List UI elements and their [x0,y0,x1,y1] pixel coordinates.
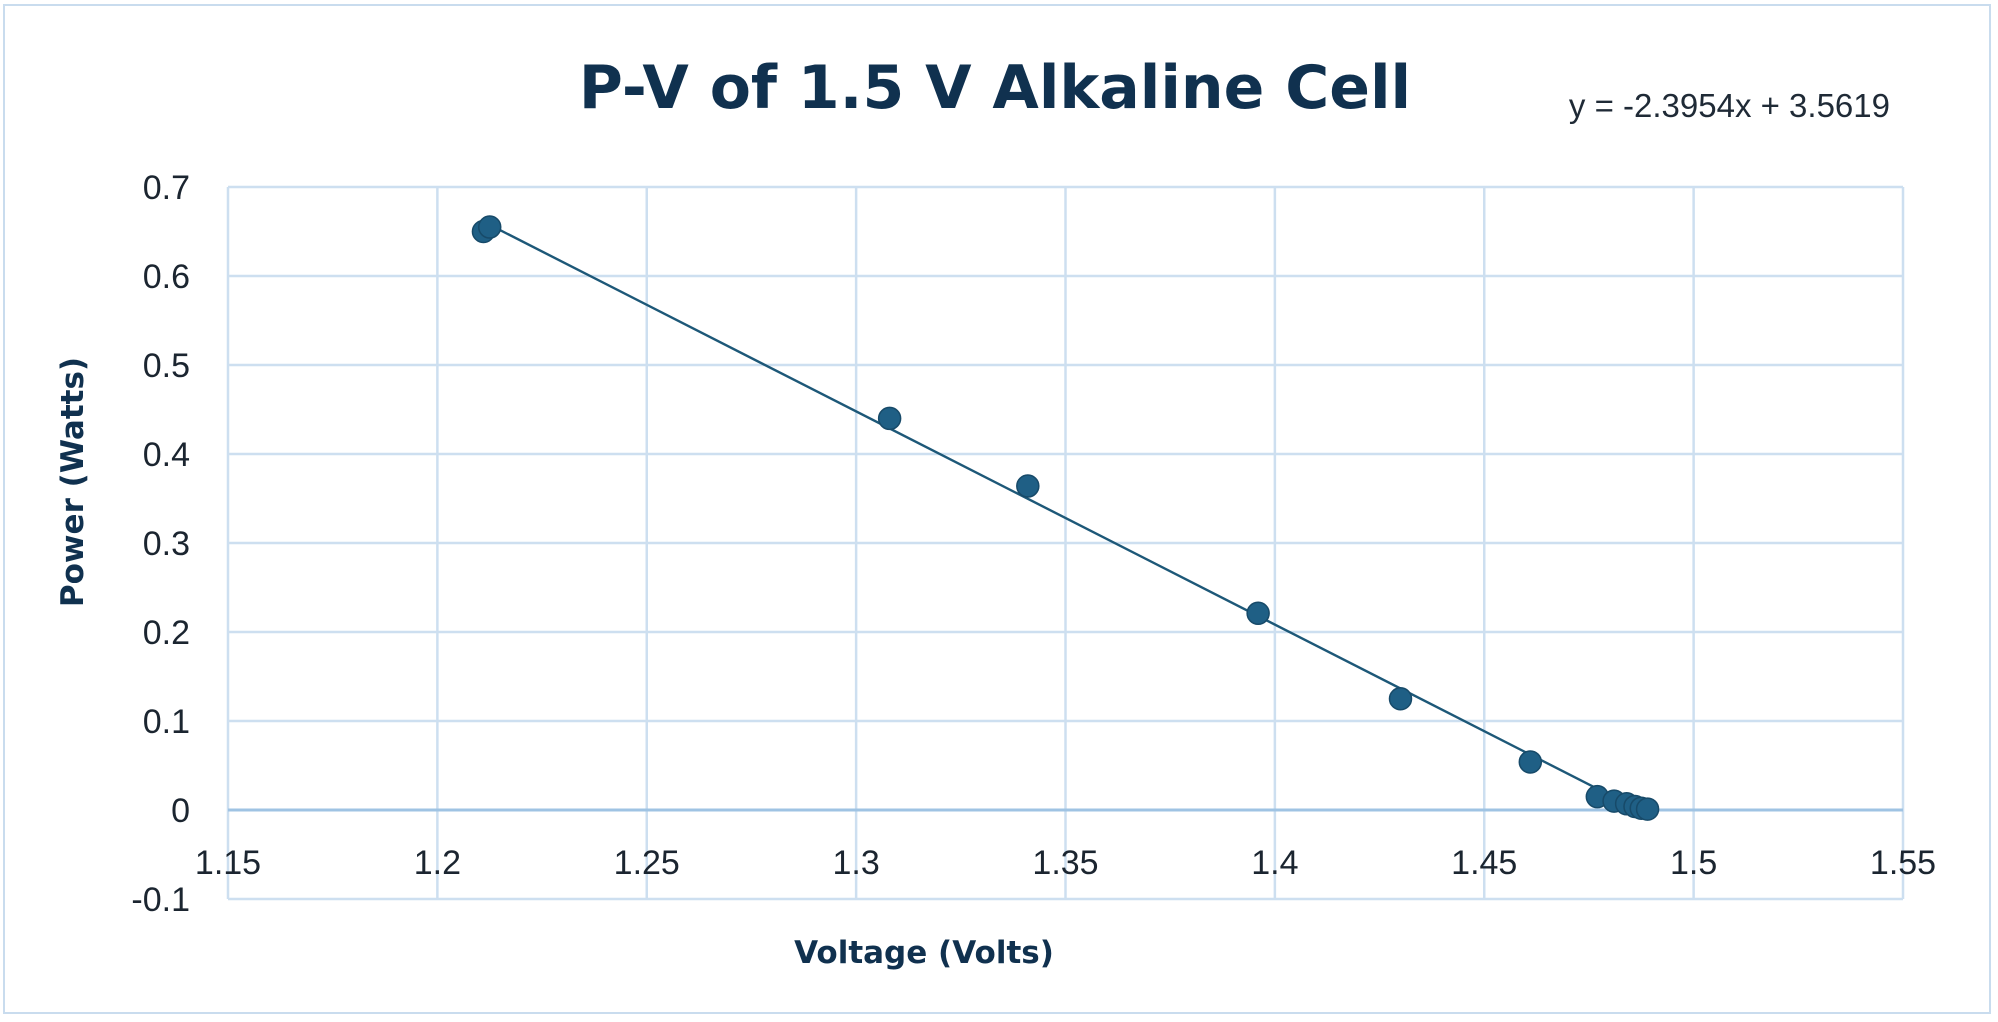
y-tick-label: 0.1 [143,703,190,741]
data-points [471,215,1660,821]
y-axis-title: Power (Watts) [55,357,91,607]
x-tick-label: 1.5 [1670,844,1717,882]
y-tick-labels: -0.1 0 0.1 0.2 0.3 0.4 0.5 0.6 0.7 [131,169,190,919]
x-tick-label: 1.55 [1870,844,1936,882]
y-tick-label: -0.1 [131,881,190,919]
x-axis-title: Voltage (Volts) [794,935,1054,971]
x-tick-label: 1.45 [1451,844,1517,882]
y-tick-label: 0.4 [143,436,190,474]
y-tick-label: 0 [171,792,190,830]
x-tick-labels: 1.15 1.2 1.25 1.3 1.35 1.4 1.45 1.5 1.55 [195,844,1936,882]
x-tick-label: 1.15 [195,844,261,882]
gridlines [226,185,1905,901]
data-point [477,215,502,239]
chart-frame [3,4,1991,1014]
trendline-group [489,223,1600,791]
y-tick-label: 0.2 [143,614,190,652]
y-tick-label: 0.3 [143,525,190,563]
y-tick-label: 0.6 [143,258,190,296]
data-point [1246,601,1270,626]
chart-title: P-V of 1.5 V Alkaline Cell [579,53,1411,123]
y-tick-label: 0.7 [143,169,190,207]
data-point [877,406,902,431]
y-tick-label: 0.5 [143,347,190,385]
x-tick-label: 1.2 [414,844,461,882]
trendline-equation: y = -2.3954x + 3.5619 [1569,87,1890,124]
data-point [1518,750,1543,774]
x-tick-label: 1.3 [832,844,879,882]
linear-trendline [489,223,1600,791]
x-tick-label: 1.4 [1251,844,1298,882]
data-point [1016,474,1040,498]
data-point [1635,797,1660,821]
x-tick-label: 1.35 [1032,844,1098,882]
data-point [1388,687,1413,711]
x-tick-label: 1.25 [614,844,680,882]
